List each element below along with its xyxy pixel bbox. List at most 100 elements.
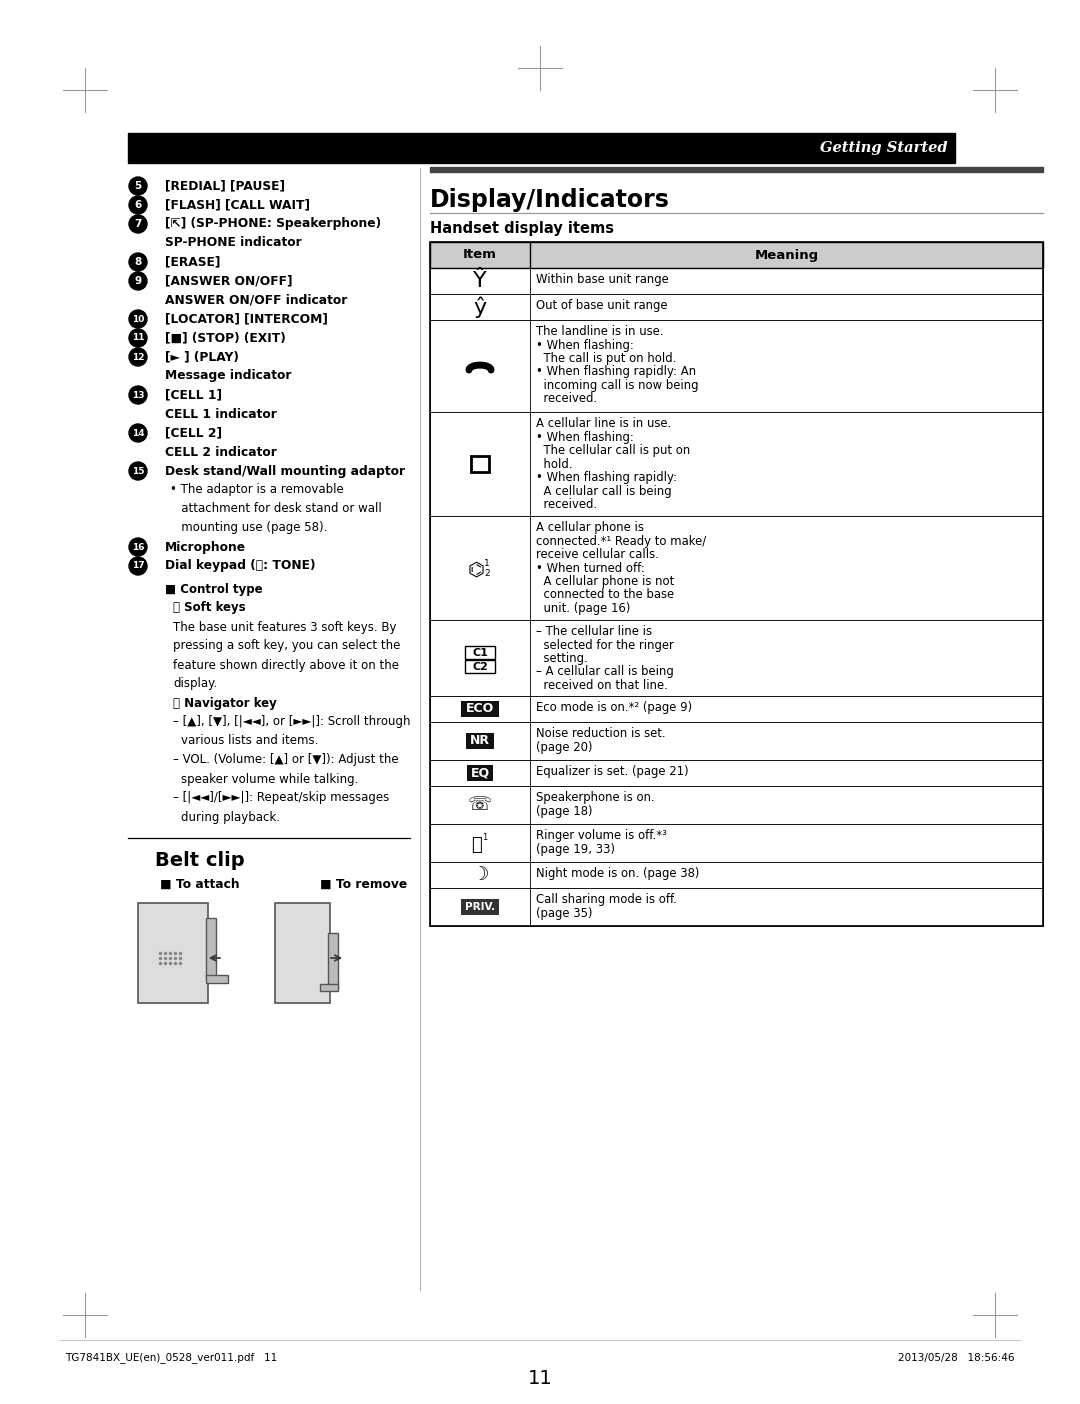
Text: C1: C1 [472, 649, 488, 658]
Text: – [|◄◄]/[►►|]: Repeat/skip messages: – [|◄◄]/[►►|]: Repeat/skip messages [173, 792, 389, 804]
Circle shape [129, 272, 147, 291]
Text: EQ: EQ [471, 767, 489, 779]
Bar [430, 293, 1043, 320]
Text: CELL 1 indicator: CELL 1 indicator [165, 407, 276, 421]
Bar [471, 456, 489, 472]
Circle shape [129, 177, 147, 195]
Text: A cellular call is being: A cellular call is being [536, 484, 672, 497]
Text: [ERASE]: [ERASE] [165, 256, 220, 268]
Text: [FLASH] [CALL WAIT]: [FLASH] [CALL WAIT] [165, 198, 310, 212]
Text: Ⓐ Soft keys: Ⓐ Soft keys [173, 601, 245, 615]
Bar [430, 621, 1043, 696]
Text: [CELL 2]: [CELL 2] [165, 427, 222, 439]
Text: Out of base unit range: Out of base unit range [536, 299, 667, 312]
Circle shape [129, 348, 147, 366]
Bar [467, 765, 492, 781]
Bar [465, 733, 494, 748]
Text: unit. (page 16): unit. (page 16) [536, 602, 631, 615]
Bar [206, 918, 216, 979]
Text: [REDIAL] [PAUSE]: [REDIAL] [PAUSE] [165, 180, 285, 192]
Text: mounting use (page 58).: mounting use (page 58). [170, 521, 327, 535]
Circle shape [129, 538, 147, 556]
Text: various lists and items.: various lists and items. [181, 734, 319, 747]
Bar [465, 660, 495, 673]
Bar [430, 760, 1043, 786]
Text: display.: display. [173, 678, 217, 691]
Text: pressing a soft key, you can select the: pressing a soft key, you can select the [173, 639, 401, 653]
Bar [138, 903, 208, 1002]
Text: received.: received. [536, 498, 597, 511]
Text: [■] (STOP) (EXIT): [■] (STOP) (EXIT) [165, 331, 286, 344]
Text: The call is put on hold.: The call is put on hold. [536, 352, 676, 365]
Circle shape [129, 197, 147, 213]
Text: Item: Item [463, 249, 497, 261]
Circle shape [129, 253, 147, 271]
Text: Belt clip: Belt clip [156, 851, 245, 869]
Bar [430, 167, 1043, 173]
Text: The landline is in use.: The landline is in use. [536, 324, 663, 338]
Bar [461, 899, 499, 915]
Text: speaker volume while talking.: speaker volume while talking. [181, 772, 359, 785]
Text: ŷ: ŷ [473, 296, 487, 317]
Text: (page 35): (page 35) [536, 907, 593, 920]
Text: 10: 10 [132, 314, 145, 323]
Text: [CELL 1]: [CELL 1] [165, 389, 222, 402]
Text: (page 20): (page 20) [536, 740, 593, 754]
Circle shape [129, 386, 147, 404]
Bar [430, 786, 1043, 824]
Bar [430, 517, 1043, 621]
Bar [430, 268, 1043, 293]
Text: 6: 6 [134, 199, 141, 211]
Text: hold.: hold. [536, 458, 572, 470]
Text: [ANSWER ON/OFF]: [ANSWER ON/OFF] [165, 275, 293, 288]
Bar [430, 241, 1043, 268]
Text: – [▲], [▼], [|◄◄], or [►►|]: Scroll through: – [▲], [▼], [|◄◄], or [►►|]: Scroll thro… [173, 716, 410, 729]
Text: 12: 12 [132, 352, 145, 361]
Text: ■ Control type: ■ Control type [165, 583, 262, 595]
Text: attachment for desk stand or wall: attachment for desk stand or wall [170, 503, 381, 515]
Text: Ringer volume is off.*³: Ringer volume is off.*³ [536, 828, 666, 842]
Text: 5: 5 [134, 181, 141, 191]
Text: The cellular call is put on: The cellular call is put on [536, 444, 690, 456]
Text: TG7841BX_UE(en)_0528_ver011.pdf   11: TG7841BX_UE(en)_0528_ver011.pdf 11 [65, 1352, 278, 1363]
Text: ⍾: ⍾ [471, 835, 482, 854]
Bar [328, 934, 338, 988]
Bar [461, 701, 499, 717]
Text: Ⓑ Navigator key: Ⓑ Navigator key [173, 696, 276, 709]
Text: selected for the ringer: selected for the ringer [536, 639, 674, 651]
Bar [430, 887, 1043, 927]
Text: Speakerphone is on.: Speakerphone is on. [536, 790, 654, 804]
Bar [430, 722, 1043, 760]
Text: [LOCATOR] [INTERCOM]: [LOCATOR] [INTERCOM] [165, 313, 328, 326]
Text: (page 19, 33): (page 19, 33) [536, 842, 615, 855]
Text: Handset display items: Handset display items [430, 220, 615, 236]
Text: ECO: ECO [465, 702, 495, 716]
Text: setting.: setting. [536, 651, 588, 665]
Text: Night mode is on. (page 38): Night mode is on. (page 38) [536, 868, 700, 880]
Text: A cellular line is in use.: A cellular line is in use. [536, 417, 672, 430]
Text: NR: NR [470, 734, 490, 747]
Text: connected.*¹ Ready to make/: connected.*¹ Ready to make/ [536, 535, 706, 548]
Bar [430, 862, 1043, 887]
Text: • When flashing:: • When flashing: [536, 338, 634, 351]
Text: (page 18): (page 18) [536, 804, 593, 817]
Bar [320, 984, 338, 991]
Text: Desk stand/Wall mounting adaptor: Desk stand/Wall mounting adaptor [165, 465, 405, 477]
Bar [206, 974, 228, 983]
Text: Meaning: Meaning [755, 249, 819, 261]
Text: received on that line.: received on that line. [536, 680, 667, 692]
Text: feature shown directly above it on the: feature shown directly above it on the [173, 658, 399, 671]
Text: during playback.: during playback. [181, 810, 280, 824]
Text: The base unit features 3 soft keys. By: The base unit features 3 soft keys. By [173, 621, 396, 633]
Text: ☽: ☽ [471, 865, 489, 885]
Circle shape [129, 424, 147, 442]
Text: ☏: ☏ [468, 796, 492, 814]
Text: ⌬: ⌬ [468, 560, 485, 580]
Circle shape [129, 329, 147, 347]
Text: ■ To remove: ■ To remove [320, 878, 407, 890]
Text: Getting Started: Getting Started [821, 140, 948, 154]
Text: 2: 2 [484, 570, 490, 578]
Text: incoming call is now being: incoming call is now being [536, 379, 699, 392]
Text: ANSWER ON/OFF indicator: ANSWER ON/OFF indicator [165, 293, 348, 306]
Text: • When turned off:: • When turned off: [536, 562, 645, 574]
